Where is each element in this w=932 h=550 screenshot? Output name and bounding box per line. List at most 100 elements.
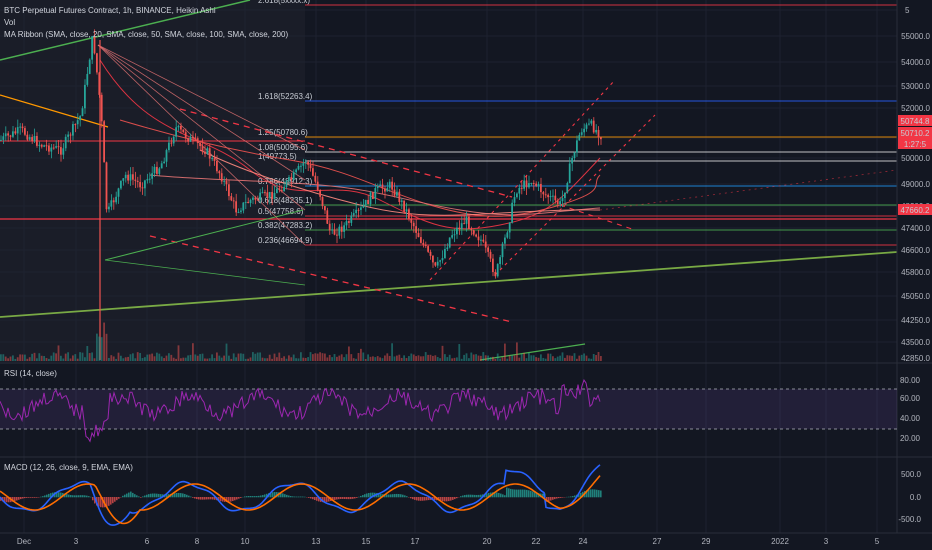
volume-bar xyxy=(580,354,583,361)
macd-axis: 500.0 0.0 -500.0 xyxy=(898,470,921,524)
candle-body xyxy=(290,177,293,180)
volume-bar xyxy=(163,358,165,361)
candle-body xyxy=(482,239,485,242)
candle-body xyxy=(187,138,189,142)
volume-bar xyxy=(194,354,197,361)
volume-bar xyxy=(2,354,5,361)
candle-body xyxy=(535,183,537,186)
macd-hist-bar xyxy=(260,495,262,498)
volume-bar xyxy=(297,358,300,361)
volume-bar xyxy=(295,358,297,361)
candle-body xyxy=(595,129,597,133)
candle-body xyxy=(43,145,45,147)
macd-hist-bar xyxy=(446,497,448,502)
volume-bar xyxy=(544,358,547,361)
fib-level-label: 1.25(50780.6) xyxy=(258,128,308,137)
macd-tick-label: 0.0 xyxy=(910,493,922,502)
time-tick-label: 8 xyxy=(195,537,200,546)
macd-hist-bar xyxy=(508,488,510,498)
macd-hist-bar xyxy=(398,493,400,498)
volume-bar xyxy=(9,356,12,361)
macd-hist-bar xyxy=(536,492,538,498)
candle-body xyxy=(391,181,393,190)
candle-body xyxy=(405,209,408,212)
candle-body xyxy=(321,196,324,207)
candle-body xyxy=(76,120,79,125)
macd-hist-bar xyxy=(262,495,264,498)
candle-body xyxy=(549,195,552,198)
volume-bar xyxy=(292,354,295,361)
volume-bar xyxy=(79,352,81,361)
candle-body xyxy=(189,136,192,142)
macd-hist-bar xyxy=(530,490,532,498)
volume-bar xyxy=(256,352,259,361)
macd-hist-bar xyxy=(546,497,548,502)
price-tick-label: 55000.0 xyxy=(901,32,930,41)
macd-hist-bar xyxy=(166,494,168,498)
candle-body xyxy=(499,257,501,265)
time-tick-label: 29 xyxy=(702,537,711,546)
volume-bar xyxy=(40,355,43,361)
candle-body xyxy=(360,207,362,210)
volume-bar xyxy=(499,358,501,361)
candle-body xyxy=(172,136,175,144)
macd-hist-bar xyxy=(220,497,222,502)
macd-hist-bar xyxy=(84,495,86,498)
price-badge xyxy=(898,204,932,215)
volume-bar xyxy=(458,344,461,361)
candle-body xyxy=(213,158,216,161)
volume-bar xyxy=(456,357,458,361)
trendline xyxy=(104,259,306,286)
fib-levels[interactable]: 2.618(5xxxx.x) 1.618(52263.4) 1.25(50780.6… xyxy=(0,0,897,246)
volume-bar xyxy=(513,355,516,361)
volume-bars xyxy=(0,322,602,361)
rsi-label: RSI (14, close) xyxy=(4,369,57,378)
candlestick-series[interactable] xyxy=(0,29,602,360)
candle-body xyxy=(451,235,453,238)
macd-hist-bar xyxy=(356,497,358,498)
candle-body xyxy=(340,226,343,232)
macd-hist-bar xyxy=(370,492,372,498)
volume-bar xyxy=(592,353,595,361)
macd-hist-bar xyxy=(222,497,224,502)
volume-bar xyxy=(412,354,415,361)
time-axis[interactable]: Dec 3 6 8 10 13 15 17 20 22 24 27 29 2022 3 5 xyxy=(17,537,880,546)
volume-bar xyxy=(316,353,319,361)
candle-body xyxy=(372,192,374,199)
candle-body xyxy=(91,36,93,60)
candle-body xyxy=(218,171,221,174)
volume-bar xyxy=(422,356,425,361)
macd-hist-bar xyxy=(126,493,128,498)
macd-hist-bar xyxy=(254,496,256,498)
macd-hist-bar xyxy=(292,496,294,498)
macd-hist-bar xyxy=(570,496,572,498)
volume-bar xyxy=(264,358,266,361)
volume-bar xyxy=(403,355,405,361)
volume-bar xyxy=(535,357,537,361)
macd-hist-bar xyxy=(348,497,350,500)
candle-body xyxy=(422,242,425,245)
candle-body xyxy=(45,145,48,147)
volume-bar xyxy=(585,355,588,361)
volume-bar xyxy=(88,353,91,361)
candle-body xyxy=(144,180,146,189)
candle-body xyxy=(465,216,468,224)
macd-hist-bar xyxy=(26,497,28,498)
macd-hist-bar xyxy=(466,494,468,498)
macd-hist-bar xyxy=(270,492,272,498)
volume-bar xyxy=(345,354,348,361)
candle-body xyxy=(520,187,523,189)
volume-bar xyxy=(530,355,533,361)
volume-bar xyxy=(165,355,168,361)
time-tick-label: 17 xyxy=(411,537,420,546)
macd-hist-bar xyxy=(324,497,326,503)
macd-hist-bar xyxy=(432,497,434,500)
candle-body xyxy=(153,166,156,174)
candle-body xyxy=(120,180,122,189)
macd-hist-bar xyxy=(214,497,216,500)
macd-hist-bar xyxy=(558,497,560,499)
volume-bar xyxy=(187,355,189,361)
candle-body xyxy=(460,223,463,230)
